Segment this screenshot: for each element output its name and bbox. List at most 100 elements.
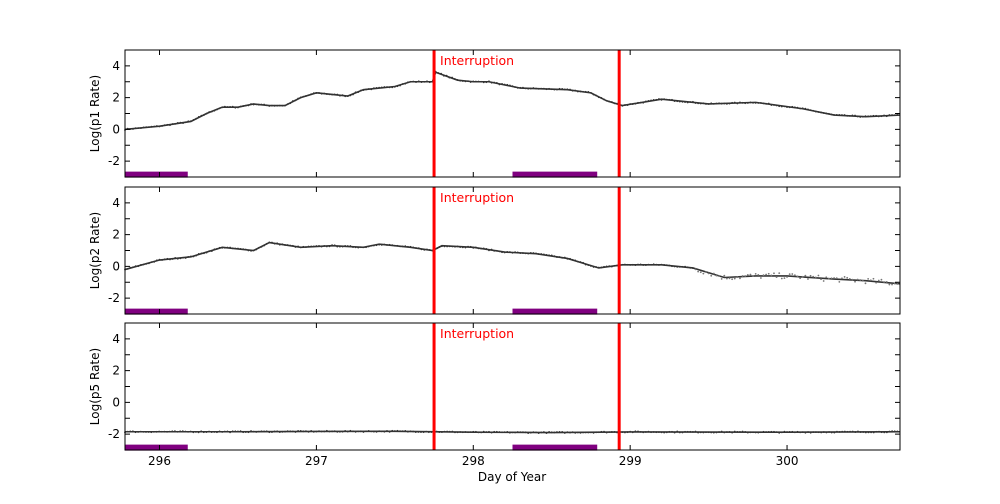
data-point — [195, 254, 198, 257]
data-point — [746, 273, 749, 276]
data-point — [488, 249, 490, 252]
data-point — [867, 115, 870, 118]
data-point — [757, 102, 760, 104]
data-point — [493, 81, 496, 84]
data-point — [448, 245, 451, 248]
data-point — [786, 431, 788, 433]
data-point — [407, 245, 409, 248]
data-point — [529, 431, 532, 434]
data-point — [799, 277, 802, 280]
data-point — [639, 101, 642, 104]
data-point — [380, 244, 383, 246]
data-point — [864, 431, 867, 434]
data-point — [820, 111, 822, 114]
data-point — [216, 247, 218, 250]
data-point — [723, 431, 726, 434]
data-point — [668, 98, 671, 101]
data-point — [754, 431, 757, 434]
data-point — [257, 246, 260, 249]
data-point — [354, 246, 357, 249]
data-point — [726, 103, 728, 105]
interruption-label: Interruption — [440, 53, 514, 68]
data-point — [192, 119, 195, 121]
data-point — [891, 430, 894, 433]
data-point — [833, 114, 836, 116]
data-point — [542, 431, 545, 433]
data-point — [265, 104, 268, 107]
data-point — [134, 127, 137, 130]
data-point — [780, 277, 783, 280]
data-point — [250, 430, 252, 432]
data-point — [346, 245, 349, 247]
data-point — [145, 262, 148, 265]
data-point — [605, 99, 608, 102]
data-point — [739, 430, 741, 433]
data-point — [208, 430, 210, 433]
data-point — [697, 431, 700, 434]
data-point — [383, 243, 386, 246]
data-point — [412, 246, 415, 249]
data-point — [603, 265, 605, 268]
data-point — [441, 431, 443, 434]
data-point — [490, 81, 493, 84]
data-point — [597, 431, 600, 434]
data-point — [793, 106, 796, 109]
data-point — [799, 431, 802, 434]
data-point — [226, 106, 229, 108]
data-point — [407, 81, 409, 84]
data-point — [467, 431, 469, 434]
data-point — [210, 250, 213, 253]
data-point — [652, 99, 655, 101]
data-point — [545, 432, 548, 435]
data-point — [276, 104, 279, 107]
data-point — [532, 431, 535, 434]
data-point — [877, 279, 880, 282]
data-point — [223, 430, 226, 433]
data-point — [150, 431, 153, 434]
data-point — [582, 90, 584, 93]
data-point — [442, 74, 445, 77]
data-point — [391, 244, 394, 247]
data-point — [137, 431, 140, 433]
data-point — [597, 266, 600, 269]
data-point — [231, 247, 234, 250]
data-point — [576, 260, 579, 263]
data-point — [841, 114, 843, 116]
data-point — [673, 265, 676, 268]
data-point — [522, 86, 524, 89]
data-point — [861, 279, 864, 282]
y-axis-label: Log(p2 Rate) — [88, 212, 102, 289]
data-point — [624, 263, 626, 266]
data-point — [558, 256, 561, 258]
data-point — [498, 83, 501, 86]
data-point — [639, 430, 642, 433]
data-point — [257, 103, 260, 106]
data-point — [765, 102, 768, 105]
data-point — [770, 274, 773, 277]
data-point — [650, 263, 652, 266]
data-point — [532, 252, 535, 254]
data-point — [451, 76, 454, 79]
y-tick-label: 2 — [112, 91, 120, 105]
data-point — [752, 275, 754, 277]
data-point — [801, 431, 804, 434]
data-point — [556, 431, 558, 433]
data-point — [838, 113, 841, 116]
data-point — [542, 87, 545, 90]
data-point — [171, 123, 174, 125]
data-point — [582, 431, 584, 434]
data-point — [446, 430, 449, 433]
data-point — [807, 431, 809, 433]
data-point — [796, 430, 799, 433]
data-point — [189, 120, 192, 123]
data-point — [179, 257, 182, 260]
data-point — [854, 114, 856, 117]
data-point — [660, 263, 663, 266]
data-point — [210, 431, 213, 433]
data-point — [336, 245, 339, 248]
data-point — [393, 244, 396, 247]
data-point — [294, 246, 297, 248]
data-point — [796, 106, 799, 109]
data-point — [239, 430, 242, 433]
y-tick-label: -2 — [108, 154, 120, 168]
